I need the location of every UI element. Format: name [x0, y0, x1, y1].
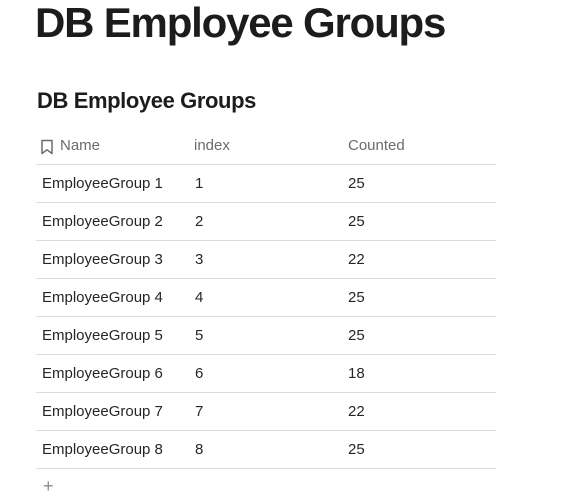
cell-index[interactable]: 1 — [195, 175, 204, 192]
cell-index[interactable]: 5 — [195, 327, 204, 344]
cell-name[interactable]: EmployeeGroup 2 — [42, 213, 163, 230]
add-row-button[interactable]: + — [36, 469, 496, 503]
cell-name[interactable]: EmployeeGroup 6 — [42, 365, 163, 382]
cell-index[interactable]: 4 — [195, 289, 204, 306]
cell-name[interactable]: EmployeeGroup 7 — [42, 403, 163, 420]
cell-counted[interactable]: 22 — [348, 251, 365, 268]
cell-index[interactable]: 3 — [195, 251, 204, 268]
cell-index[interactable]: 8 — [195, 441, 204, 458]
cell-counted[interactable]: 25 — [348, 213, 365, 230]
cell-counted[interactable]: 25 — [348, 441, 365, 458]
table-row[interactable]: EmployeeGroup 3 3 22 — [36, 241, 496, 279]
cell-index[interactable]: 2 — [195, 213, 204, 230]
page-title: DB Employee Groups — [35, 0, 446, 46]
table-row[interactable]: EmployeeGroup 7 7 22 — [36, 393, 496, 431]
cell-counted[interactable]: 22 — [348, 403, 365, 420]
cell-index[interactable]: 7 — [195, 403, 204, 420]
cell-counted[interactable]: 18 — [348, 365, 365, 382]
column-header-name[interactable]: Name — [36, 137, 188, 155]
cell-name[interactable]: EmployeeGroup 1 — [42, 175, 163, 192]
cell-counted[interactable]: 25 — [348, 327, 365, 344]
cell-name[interactable]: EmployeeGroup 4 — [42, 289, 163, 306]
table-row[interactable]: EmployeeGroup 6 6 18 — [36, 355, 496, 393]
plus-icon: + — [43, 475, 54, 496]
database-title[interactable]: DB Employee Groups — [37, 88, 256, 113]
table-row[interactable]: EmployeeGroup 5 5 25 — [36, 317, 496, 355]
column-header-name-label: Name — [60, 137, 101, 154]
table-row[interactable]: EmployeeGroup 8 8 25 — [36, 431, 496, 469]
cell-name[interactable]: EmployeeGroup 3 — [42, 251, 163, 268]
cell-counted[interactable]: 25 — [348, 175, 365, 192]
cell-name[interactable]: EmployeeGroup 5 — [42, 327, 163, 344]
table-row[interactable]: EmployeeGroup 4 4 25 — [36, 279, 496, 317]
table-row[interactable]: EmployeeGroup 2 2 25 — [36, 203, 496, 241]
cell-name[interactable]: EmployeeGroup 8 — [42, 441, 163, 458]
cell-index[interactable]: 6 — [195, 365, 204, 382]
database-table: Name index Counted EmployeeGroup 1 1 25 … — [36, 127, 496, 503]
table-row[interactable]: EmployeeGroup 1 1 25 — [36, 165, 496, 203]
cell-counted[interactable]: 25 — [348, 289, 365, 306]
table-header: Name index Counted — [36, 127, 496, 165]
bookmark-icon — [41, 139, 53, 154]
column-header-counted[interactable]: Counted — [348, 137, 405, 154]
column-header-index[interactable]: index — [194, 137, 230, 154]
